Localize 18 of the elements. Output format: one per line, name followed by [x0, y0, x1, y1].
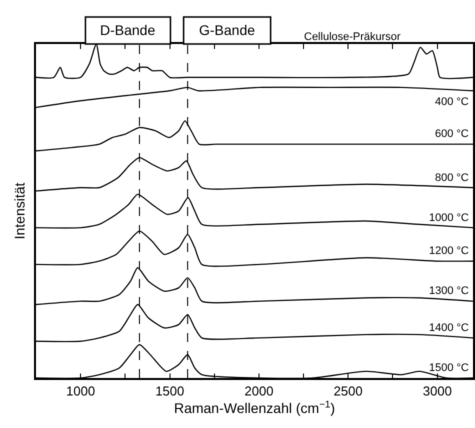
series-label: 1200 °C	[429, 245, 469, 257]
x-tick-label: 3000	[422, 383, 452, 398]
series-label: 1400 °C	[429, 322, 469, 334]
x-tick-label: 1500	[155, 383, 184, 398]
ref-line-label: D-Bande	[100, 22, 156, 38]
series-label: 1500 °C	[429, 362, 469, 374]
x-tick-label: 2500	[334, 383, 363, 398]
ref-line-label: G-Bande	[199, 22, 256, 38]
series-label: Cellulose-Präkursor	[304, 31, 401, 43]
series-label: 1000 °C	[429, 212, 469, 224]
series-label: 400 °C	[435, 96, 469, 108]
x-axis-title: Raman-Wellenzahl (cm$^{−1}$)	[174, 399, 336, 416]
y-axis-title: Intensität	[11, 182, 28, 240]
series-label: 600 °C	[435, 128, 469, 140]
x-tick-label: 1000	[66, 383, 96, 398]
x-tick-label: 2000	[244, 383, 274, 398]
series-label: 1300 °C	[429, 285, 469, 297]
series-label: 800 °C	[435, 172, 469, 184]
